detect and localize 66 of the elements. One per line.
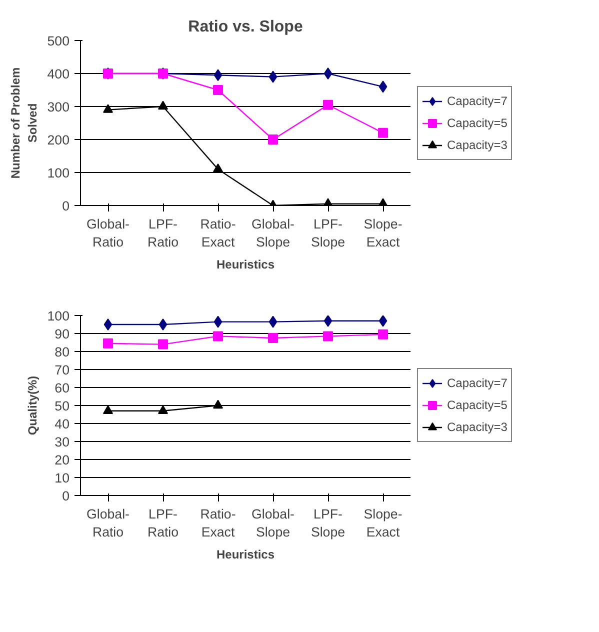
x-tick-label: Slope- Exact <box>364 506 402 540</box>
legend-label: Capacity=3 <box>447 138 508 152</box>
legend-label: Capacity=7 <box>447 376 508 390</box>
y-axis-title: Number of Problem Solved <box>8 67 40 179</box>
y-tick-label: 100 <box>47 308 70 324</box>
y-tick-label: 0 <box>62 198 70 214</box>
point <box>214 316 222 328</box>
y-tick-label: 100 <box>47 166 70 180</box>
x-tick-label: Ratio- Exact <box>200 216 236 250</box>
point <box>213 164 223 172</box>
x-axis-title: Heuristics <box>216 548 275 562</box>
y-tick-label: 200 <box>47 132 70 148</box>
x-tick-label: Global- Slope <box>252 506 294 540</box>
point <box>378 316 388 327</box>
y-tick-label: 10 <box>54 470 70 486</box>
chart-title: Ratio vs. Slope <box>188 18 303 36</box>
legend-label: Capacity=3 <box>447 420 508 434</box>
x-tick-label: LPF- Slope <box>310 506 346 540</box>
x-axis-title: Heuristics <box>216 258 275 272</box>
point <box>324 316 332 327</box>
point <box>158 405 168 414</box>
point <box>103 104 113 113</box>
y-tick-label: 70 <box>54 362 70 378</box>
legend-label: Capacity=7 <box>447 94 508 108</box>
point <box>268 134 278 144</box>
point <box>158 318 168 330</box>
point <box>104 318 112 330</box>
x-tick-label: Slope- Exact <box>364 216 402 250</box>
point <box>268 333 278 343</box>
point <box>378 128 388 138</box>
point <box>103 338 113 348</box>
point <box>378 80 388 93</box>
point <box>158 339 168 350</box>
x-tick-label: Global- Ratio <box>86 216 130 250</box>
y-tick-label: 60 <box>54 380 70 396</box>
point <box>213 400 223 409</box>
x-tick-label: LPF- Slope <box>310 216 346 250</box>
point <box>323 100 333 110</box>
y-tick-label: 40 <box>54 416 70 432</box>
point <box>324 68 332 80</box>
y-tick-label: 50 <box>54 398 70 414</box>
y-tick-label: 300 <box>47 100 70 114</box>
legend-label: Capacity=5 <box>447 116 508 130</box>
y-tick-label: 90 <box>54 326 70 342</box>
point <box>158 100 168 110</box>
y-tick-label: 500 <box>47 34 70 48</box>
y-axis-title: Quality(%) <box>25 376 40 436</box>
legend-label: Capacity=5 <box>447 398 508 412</box>
x-tick-label: Global- Slope <box>252 216 294 250</box>
x-tick-label: Global- Ratio <box>86 506 130 540</box>
point <box>103 405 113 414</box>
x-tick-label: LPF- Ratio <box>147 506 179 540</box>
point <box>378 329 388 340</box>
y-tick-label: 30 <box>54 434 70 450</box>
x-tick-label: Ratio- Exact <box>200 506 236 540</box>
point <box>214 69 222 82</box>
y-tick-label: 400 <box>47 66 70 82</box>
point <box>268 70 278 83</box>
x-tick-label: LPF- Ratio <box>147 216 179 250</box>
point <box>213 331 223 342</box>
point <box>323 331 333 342</box>
point <box>213 85 223 95</box>
y-tick-label: 80 <box>54 344 70 360</box>
y-tick-label: 20 <box>54 452 70 468</box>
y-tick-label: 0 <box>62 488 70 504</box>
point <box>268 316 278 328</box>
